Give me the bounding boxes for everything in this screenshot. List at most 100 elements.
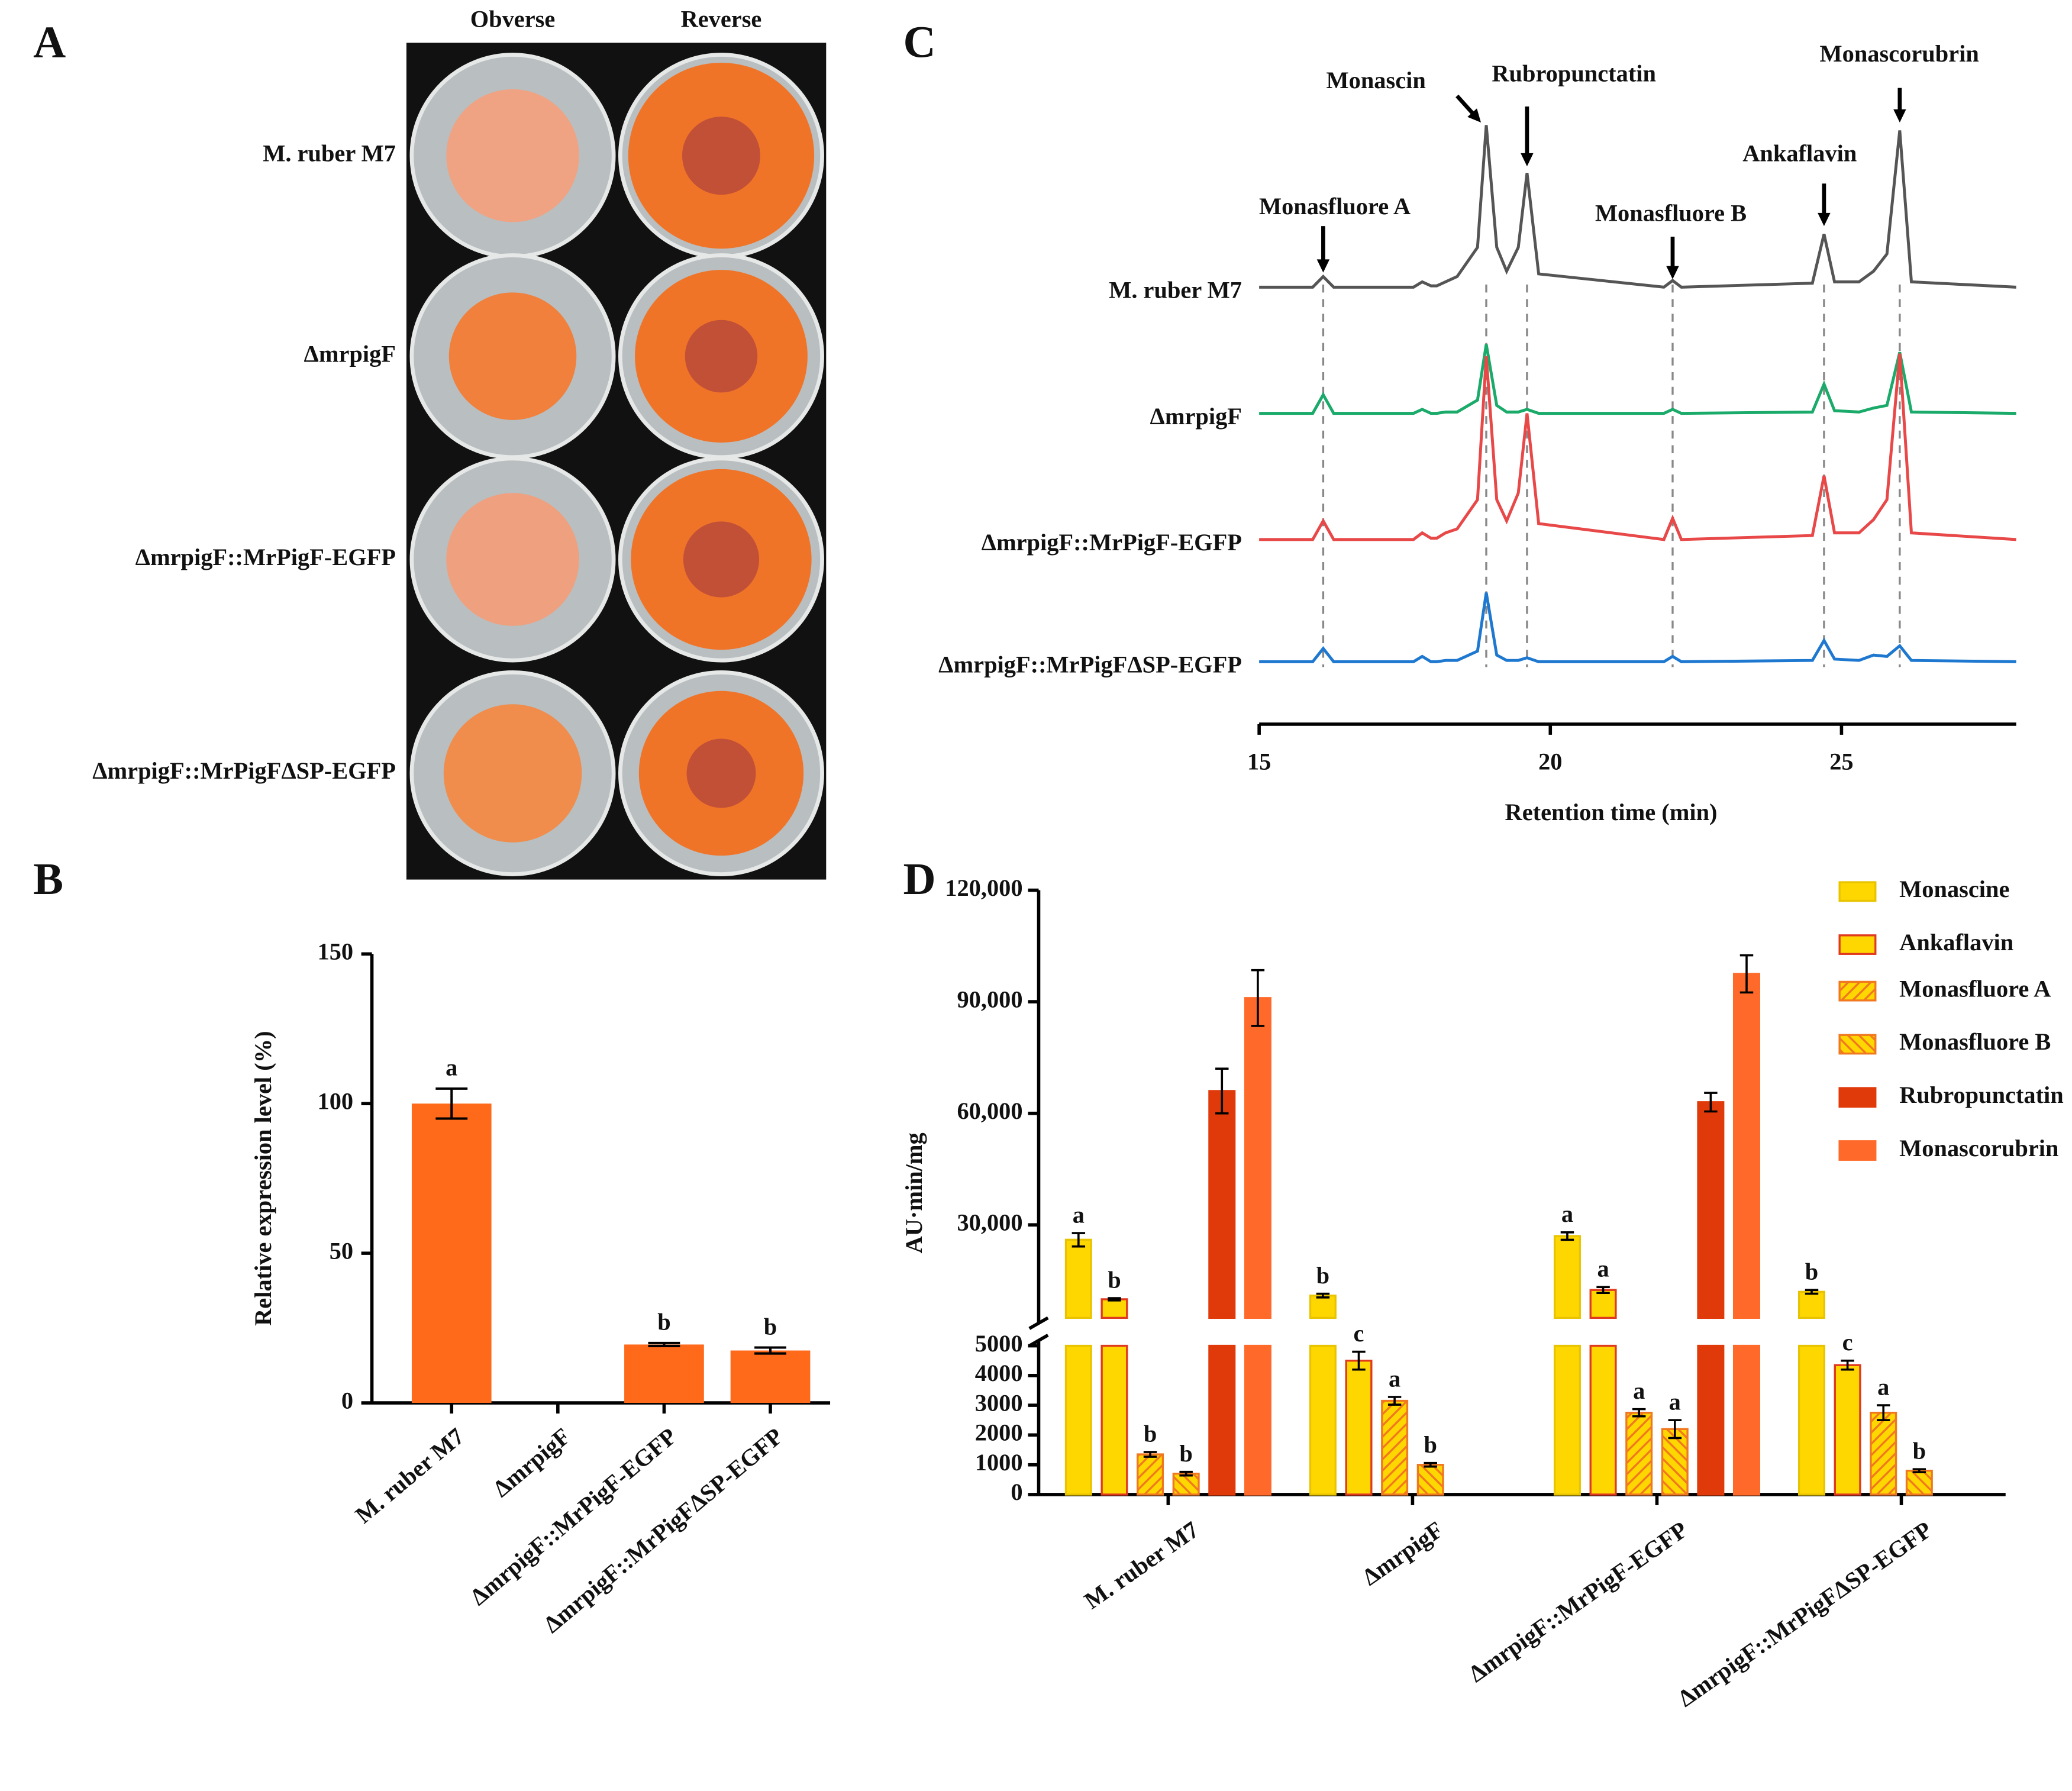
colony [443,704,582,843]
error-bar [754,1346,786,1355]
bar [1381,1399,1409,1496]
bar [1553,1235,1581,1496]
trace [1259,125,2016,289]
peak-label: Monasfluore B [1595,199,1747,226]
significance-label: b [1108,1266,1121,1293]
peak-label: Monascorubrin [1820,40,1979,67]
bar [1905,1470,1933,1496]
bar [1625,1411,1653,1496]
error-bar [1424,1461,1437,1468]
legend-swatch [1838,881,1877,902]
colony-center [685,320,758,393]
bar [1732,973,1761,1496]
error-bar [1632,1408,1646,1418]
peak-label: Ankaflavin [1742,140,1857,166]
legend-label: Monasfluore B [1899,1028,2051,1055]
bar [411,1103,492,1403]
y-tick-label: 4000 [975,1360,1023,1386]
error-bar [1560,1231,1574,1241]
legend-label: Rubropunctatin [1899,1082,2064,1108]
y-tick-label: 100 [318,1087,354,1114]
column-label: Obverse [470,6,556,33]
bar [1064,1238,1092,1496]
x-tick-label: 20 [1538,748,1562,775]
error-bar [1143,1451,1157,1458]
row-label: ΔmrpigF::MrPigFΔSP-EGFP [92,757,396,784]
x-tick-label: 15 [1247,748,1271,775]
error-bar [1215,1067,1229,1115]
significance-label: a [1669,1389,1681,1415]
y-tick-label: 90,000 [957,986,1022,1012]
colony [446,493,579,626]
bar [1208,1090,1236,1496]
bar [1345,1359,1373,1496]
arrow-head [1818,212,1831,227]
error-bar [1805,1289,1819,1295]
panel-letter: B [33,854,63,904]
colony-center [683,521,760,598]
axis-break [1028,1316,1049,1347]
significance-label: a [1597,1256,1609,1282]
legend-label: Monasfluore A [1899,975,2051,1002]
significance-label: b [1805,1258,1818,1285]
trace-label: ΔmrpigF::MrPigF-EGFP [982,529,1242,556]
bar [1697,1101,1725,1496]
legend-swatch [1838,1034,1877,1055]
legend-label: Ankaflavin [1899,929,2013,956]
panel-letter: A [33,17,66,67]
error-bar [1251,969,1265,1027]
bar [1172,1473,1200,1496]
significance-label: a [1389,1365,1400,1392]
legend-swatch [1838,934,1877,955]
colony-center [682,117,760,195]
error-bar [1316,1292,1330,1299]
row-label: ΔmrpigF::MrPigF-EGFP [135,544,396,570]
y-tick-label: 120,000 [945,874,1022,901]
trace [1259,353,2016,541]
x-tick-label: M. ruber M7 [350,1422,469,1528]
significance-label: b [657,1309,670,1335]
colony-center [686,738,756,808]
significance-label: a [1073,1201,1085,1228]
y-tick-label: 50 [330,1237,353,1264]
y-tick-label: 1000 [975,1449,1023,1476]
y-tick-label: 0 [341,1387,353,1414]
error-bar [1704,1092,1718,1113]
significance-label: b [1179,1440,1192,1467]
bar [1870,1411,1897,1496]
trace-label: ΔmrpigF [1150,403,1242,430]
x-tick-label: M. ruber M7 [1079,1516,1203,1614]
error-bar [1387,1396,1402,1406]
bar [624,1344,704,1403]
arrow-head [1316,259,1330,273]
trace-label: ΔmrpigF::MrPigFΔSP-EGFP [938,651,1242,678]
error-bar [1668,1419,1682,1440]
error-bar [648,1341,680,1347]
bar [1309,1294,1337,1496]
legend-label: Monascine [1899,876,2009,902]
significance-label: a [1633,1377,1645,1404]
colony [448,292,577,420]
bar [1416,1463,1444,1496]
trace-label: M. ruber M7 [1109,277,1242,304]
y-tick-label: 0 [1011,1479,1022,1505]
error-bar [1179,1470,1193,1477]
y-tick-label: 2000 [975,1419,1023,1446]
error-bar [1596,1286,1610,1295]
arrow-head [1666,266,1679,279]
trace [1259,592,2016,663]
legend-swatch [1838,1140,1877,1161]
panel-letter: C [903,17,936,67]
arrow-head [1521,153,1534,167]
legend-label: Monascorubrin [1899,1135,2058,1161]
significance-label: c [1842,1329,1853,1356]
y-axis-label: Relative expression level (%) [250,1031,276,1325]
error-bar [1071,1232,1086,1248]
legend-swatch [1838,1087,1877,1108]
error-bar [1108,1297,1121,1302]
x-tick-label: ΔmrpigF::MrPigF-EGFP [1464,1516,1693,1687]
significance-label: a [446,1054,457,1081]
bar [1137,1453,1164,1496]
